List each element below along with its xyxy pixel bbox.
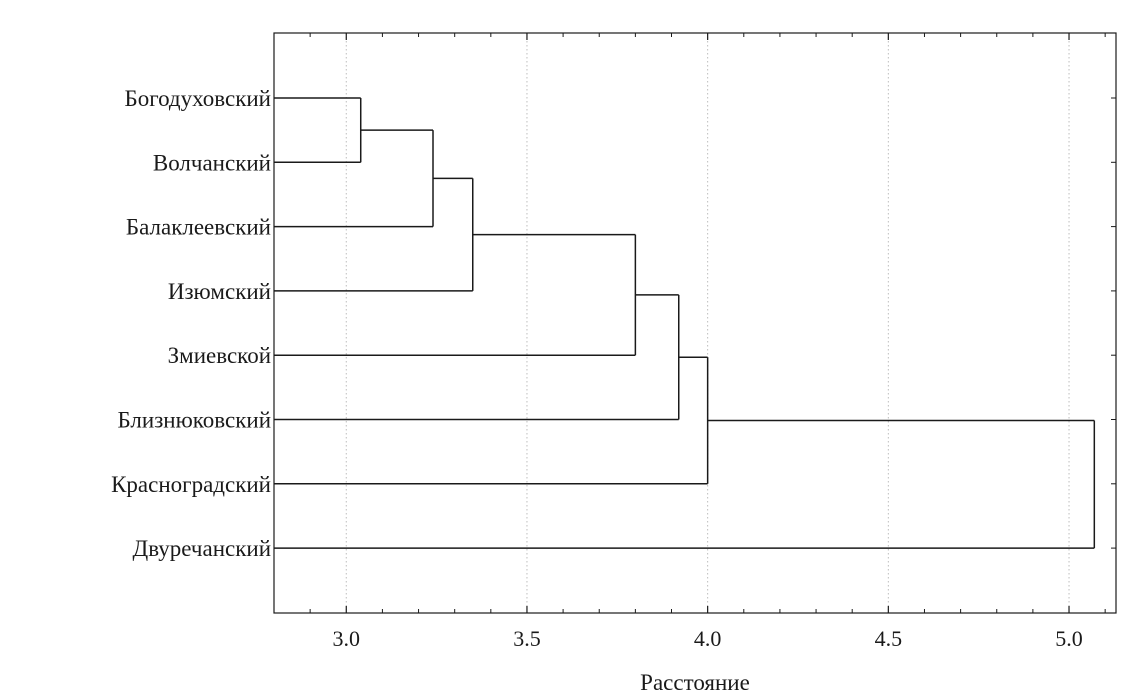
dendrogram-links xyxy=(274,97,1096,549)
grid-layer xyxy=(345,33,1070,613)
leaf-label: Богодуховский xyxy=(125,86,271,111)
plot-frame xyxy=(273,32,1117,614)
x-tick-label: 4.0 xyxy=(694,626,722,651)
leaf-labels: Богодуховский Волчанский Балаклеевский Изюм… xyxy=(111,86,271,561)
x-tick-label: 3.5 xyxy=(513,626,541,651)
x-axis-title: Расстояние xyxy=(640,670,750,695)
leaf-label: Змиевской xyxy=(168,343,271,368)
leaf-label: Красноградский xyxy=(111,472,271,497)
leaf-label: Близнюковский xyxy=(118,408,272,433)
tick-layer: 3.0 3.5 4.0 4.5 5.0 xyxy=(309,33,1116,651)
leaf-label: Изюмский xyxy=(168,279,271,304)
leaf-label: Волчанский xyxy=(153,150,271,175)
leaf-label: Двуречанский xyxy=(133,536,271,561)
leaf-label: Балаклеевский xyxy=(126,215,271,240)
x-tick-label: 4.5 xyxy=(875,626,903,651)
x-tick-label: 3.0 xyxy=(333,626,361,651)
x-tick-label: 5.0 xyxy=(1055,626,1083,651)
